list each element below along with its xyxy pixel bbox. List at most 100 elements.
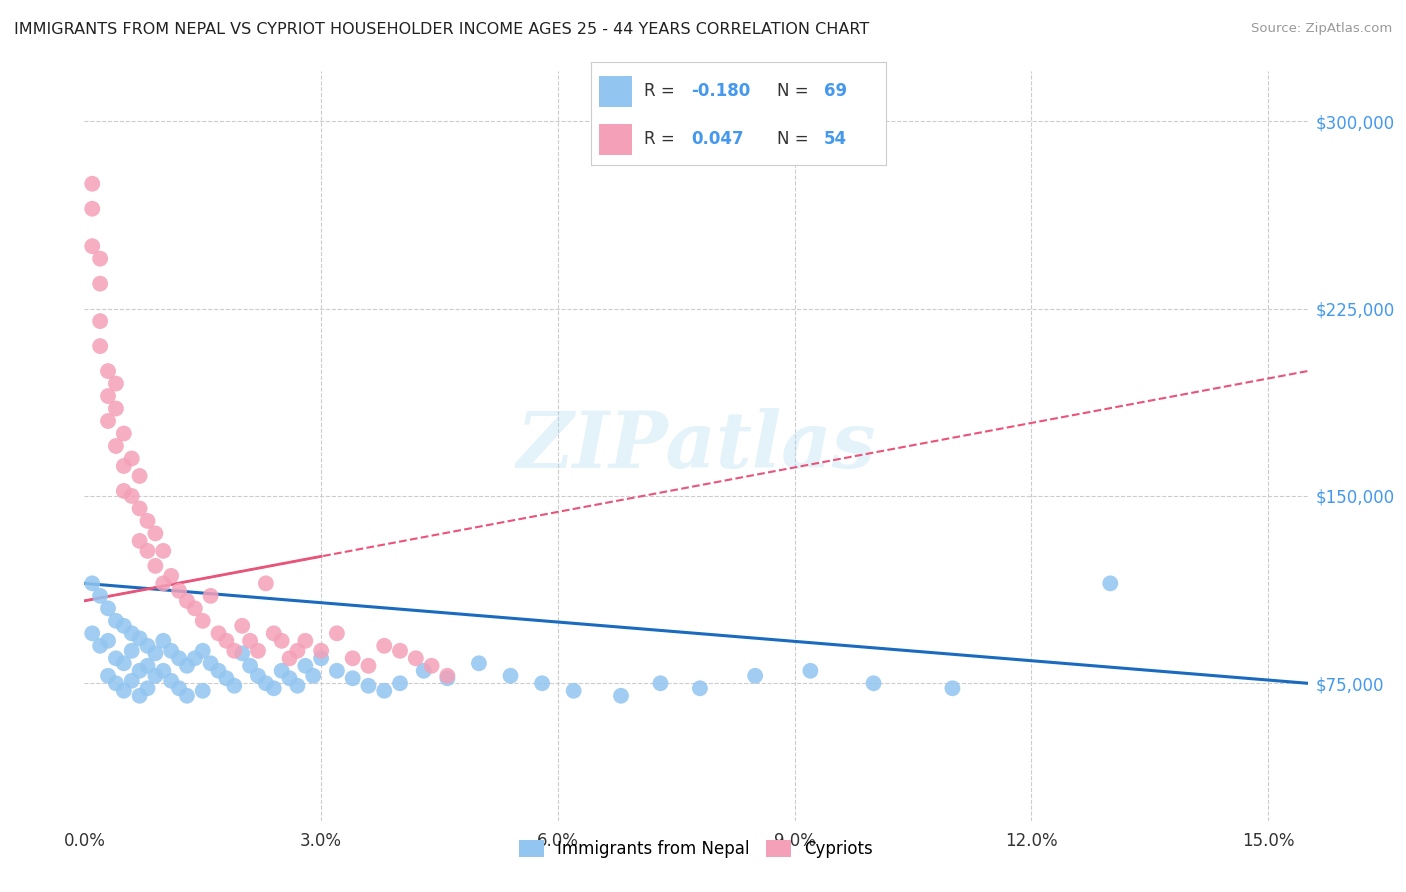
Point	[191, 683, 214, 698]
FancyBboxPatch shape	[599, 124, 631, 155]
Point	[499, 669, 522, 683]
Point	[342, 651, 364, 665]
Point	[97, 633, 120, 648]
Point	[136, 544, 159, 558]
Point	[121, 644, 143, 658]
Point	[184, 601, 207, 615]
Point	[121, 489, 143, 503]
Point	[239, 658, 262, 673]
Point	[128, 632, 150, 646]
Point	[82, 177, 104, 191]
Point	[373, 639, 395, 653]
Point	[278, 651, 301, 665]
Point	[136, 658, 159, 673]
Point	[89, 252, 111, 266]
Point	[128, 664, 150, 678]
Point	[112, 458, 135, 473]
Point	[342, 671, 364, 685]
Point	[136, 514, 159, 528]
Point	[176, 689, 198, 703]
Point	[357, 679, 380, 693]
Point	[152, 664, 174, 678]
Point	[207, 664, 229, 678]
Point	[278, 671, 301, 685]
Point	[246, 669, 269, 683]
Point	[294, 658, 316, 673]
Point	[215, 671, 238, 685]
Point	[89, 314, 111, 328]
Point	[287, 679, 309, 693]
Point	[405, 651, 427, 665]
Point	[254, 576, 277, 591]
Point	[200, 657, 222, 671]
Point	[326, 626, 349, 640]
Point	[128, 689, 150, 703]
Point	[1099, 576, 1122, 591]
Point	[82, 239, 104, 253]
Point	[97, 364, 120, 378]
Point	[531, 676, 554, 690]
Point	[309, 651, 332, 665]
Point	[128, 533, 150, 548]
Point	[224, 679, 246, 693]
Point	[97, 669, 120, 683]
Text: IMMIGRANTS FROM NEPAL VS CYPRIOT HOUSEHOLDER INCOME AGES 25 - 44 YEARS CORRELATI: IMMIGRANTS FROM NEPAL VS CYPRIOT HOUSEHO…	[14, 22, 869, 37]
Point	[420, 658, 443, 673]
Point	[436, 671, 458, 685]
Point	[357, 658, 380, 673]
FancyBboxPatch shape	[599, 76, 631, 106]
Point	[82, 626, 104, 640]
Point	[215, 633, 238, 648]
Point	[160, 644, 183, 658]
Point	[145, 669, 167, 683]
Text: R =: R =	[644, 130, 679, 148]
Point	[104, 439, 127, 453]
Text: N =: N =	[776, 82, 814, 100]
Point	[389, 676, 412, 690]
Point	[136, 681, 159, 696]
Point	[207, 626, 229, 640]
Point	[373, 683, 395, 698]
Text: 0.047: 0.047	[690, 130, 744, 148]
Point	[152, 544, 174, 558]
Point	[104, 676, 127, 690]
Point	[112, 657, 135, 671]
Point	[263, 681, 285, 696]
Point	[82, 576, 104, 591]
Point	[184, 651, 207, 665]
Point	[89, 639, 111, 653]
Point	[112, 483, 135, 498]
Point	[191, 644, 214, 658]
Point	[89, 589, 111, 603]
Point	[294, 633, 316, 648]
Point	[941, 681, 963, 696]
Legend: Immigrants from Nepal, Cypriots: Immigrants from Nepal, Cypriots	[512, 833, 880, 864]
Point	[136, 639, 159, 653]
Point	[121, 451, 143, 466]
Point	[160, 569, 183, 583]
Point	[412, 664, 434, 678]
Point	[309, 644, 332, 658]
Point	[302, 669, 325, 683]
Text: R =: R =	[644, 82, 679, 100]
Point	[468, 657, 491, 671]
Point	[121, 673, 143, 688]
Point	[689, 681, 711, 696]
Point	[167, 651, 190, 665]
Point	[246, 644, 269, 658]
Point	[239, 633, 262, 648]
Point	[112, 683, 135, 698]
Point	[270, 633, 292, 648]
Point	[287, 644, 309, 658]
Point	[224, 644, 246, 658]
Point	[231, 619, 253, 633]
Point	[231, 646, 253, 660]
Point	[167, 681, 190, 696]
Point	[152, 633, 174, 648]
Point	[104, 614, 127, 628]
Point	[176, 594, 198, 608]
Point	[263, 626, 285, 640]
Point	[97, 414, 120, 428]
Point	[112, 426, 135, 441]
Text: ZIPatlas: ZIPatlas	[516, 408, 876, 484]
